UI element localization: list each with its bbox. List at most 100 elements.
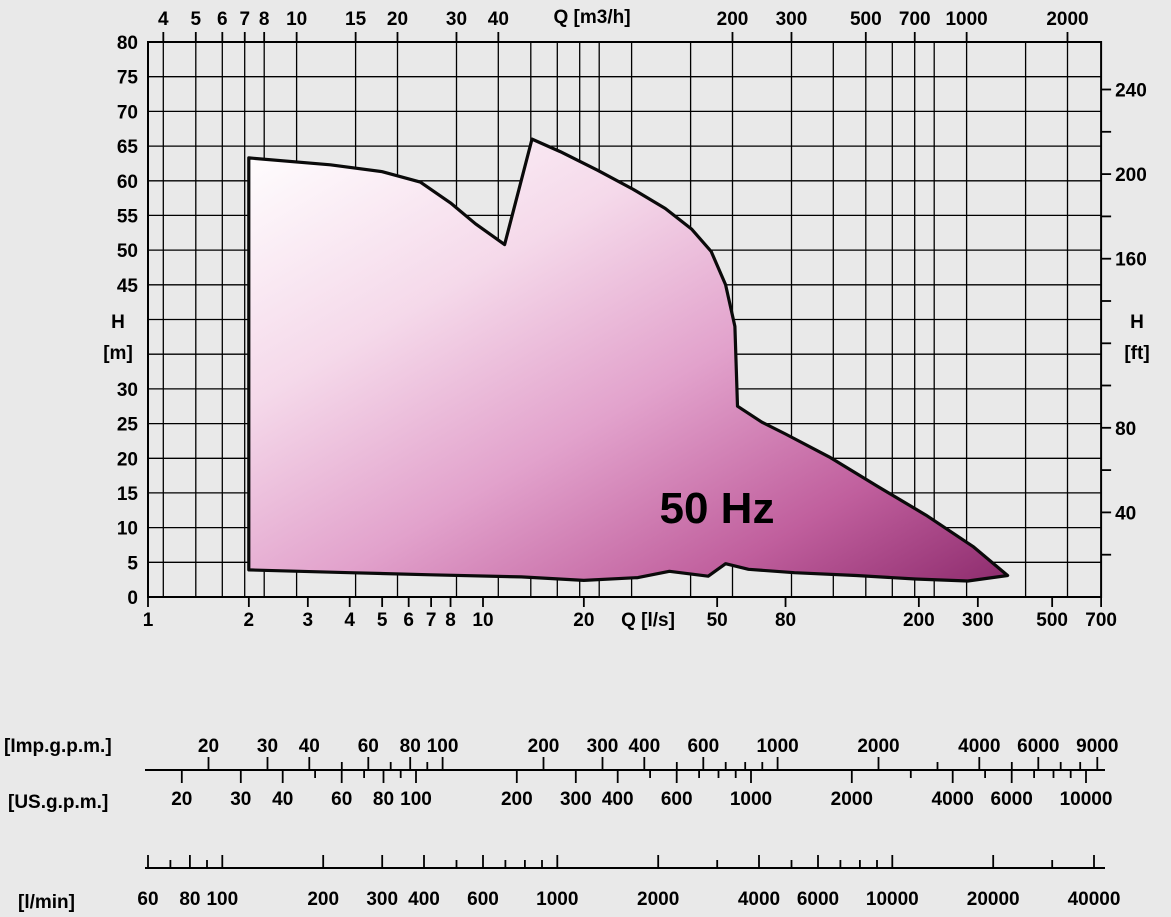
imp-gpm-tick-label: 300 [587, 736, 619, 757]
l-min-tick-label: 2000 [637, 889, 679, 910]
right-axis-tick-label: 240 [1115, 81, 1147, 102]
us-gpm-tick-label: 10000 [1060, 789, 1113, 810]
left-axis-tick-label: 15 [117, 484, 139, 505]
left-axis-tick-label: 80 [117, 33, 138, 54]
bottom-axis-tick-label: 50 [707, 610, 728, 631]
top-axis-tick-label: 15 [345, 9, 367, 30]
left-axis-tick-label: 25 [117, 415, 139, 436]
us-gpm-tick-label: 200 [501, 789, 533, 810]
us-gpm-tick-label: 100 [400, 789, 432, 810]
bottom-axis-tick-label: 5 [377, 610, 388, 631]
l-min-tick-label: 80 [179, 889, 200, 910]
operating-envelope-area [247, 137, 1010, 583]
envelope-layer [247, 137, 1010, 583]
left-axis-tick-label: 70 [117, 102, 138, 123]
imp-gpm-tick-label: 30 [257, 736, 278, 757]
top-axis-tick-label: 30 [446, 9, 467, 30]
left-axis-tick-label: 75 [117, 68, 139, 89]
l-min-tick-label: 20000 [967, 889, 1020, 910]
bottom-axis-tick-label: 80 [775, 610, 796, 631]
us-gpm-tick-label: 80 [373, 789, 394, 810]
l-min-tick-label: 600 [467, 889, 499, 910]
bottom-axis-tick-label: 200 [903, 610, 935, 631]
bottom-axis-tick-label: 2 [244, 610, 255, 631]
top-axis-tick-label: 20 [387, 9, 408, 30]
l-min-tick-label: 300 [366, 889, 398, 910]
imp-gpm-tick-label: 400 [628, 736, 660, 757]
bottom-axis-tick-label: 4 [344, 610, 355, 631]
top-axis-tick-label: 700 [899, 9, 931, 30]
l-min-tick-label: 200 [307, 889, 339, 910]
l-min-tick-label: 6000 [797, 889, 839, 910]
bottom-axis-tick-label: 1 [143, 610, 154, 631]
imp-gpm-tick-label: 4000 [958, 736, 1000, 757]
left-axis-title-symbol: H [111, 312, 125, 333]
l-min-tick-label: 100 [206, 889, 238, 910]
imp-gpm-unit-label: [Imp.g.p.m.] [4, 736, 112, 757]
l-min-tick-label: 4000 [738, 889, 780, 910]
imp-gpm-tick-label: 200 [528, 736, 560, 757]
right-axis-title-symbol: H [1130, 312, 1144, 333]
frequency-label: 50 Hz [660, 484, 775, 533]
l-min-tick-label: 60 [137, 889, 158, 910]
imp-gpm-tick-label: 60 [358, 736, 379, 757]
bottom-axis-tick-label: 20 [573, 610, 594, 631]
right-axis-tick-label: 160 [1115, 250, 1147, 271]
us-gpm-tick-label: 60 [331, 789, 352, 810]
imp-gpm-tick-label: 9000 [1076, 736, 1118, 757]
left-axis-tick-label: 50 [117, 241, 138, 262]
top-axis-tick-label: 300 [776, 9, 808, 30]
imp-gpm-tick-label: 600 [687, 736, 719, 757]
l-min-tick-label: 40000 [1068, 889, 1121, 910]
top-axis-title: Q [m3/h] [553, 7, 630, 28]
us-gpm-tick-label: 6000 [991, 789, 1033, 810]
us-gpm-unit-label: [US.g.p.m.] [8, 792, 108, 813]
right-axis-title-unit: [ft] [1124, 343, 1149, 364]
plot-border [147, 41, 1103, 598]
left-axis-tick-label: 10 [117, 519, 138, 540]
top-axis-tick-label: 7 [239, 9, 250, 30]
us-gpm-tick-label: 20 [171, 789, 192, 810]
top-axis-tick-label: 40 [488, 9, 509, 30]
bottom-axis-tick-label: 700 [1085, 610, 1117, 631]
imp-gpm-tick-label: 1000 [756, 736, 798, 757]
bottom-axis-tick-label: 300 [962, 610, 994, 631]
top-axis-tick-label: 5 [191, 9, 202, 30]
left-axis-title-unit: [m] [103, 343, 133, 364]
us-gpm-tick-label: 30 [230, 789, 251, 810]
us-gpm-tick-label: 400 [602, 789, 634, 810]
imp-gpm-tick-label: 40 [299, 736, 320, 757]
top-axis-tick-label: 4 [158, 9, 169, 30]
left-axis-tick-label: 65 [117, 137, 139, 158]
left-axis-tick-label: 20 [117, 449, 138, 470]
left-axis-tick-label: 0 [127, 588, 138, 609]
l-min-unit-label: [l/min] [18, 892, 75, 913]
bottom-axis-tick-label: 7 [426, 610, 437, 631]
bottom-axis-tick-label: 8 [445, 610, 456, 631]
right-axis-tick-label: 40 [1115, 503, 1136, 524]
us-gpm-tick-label: 600 [661, 789, 693, 810]
imp-gpm-tick-label: 80 [400, 736, 421, 757]
left-axis-tick-label: 5 [127, 553, 138, 574]
top-axis-tick-label: 500 [850, 9, 882, 30]
us-gpm-tick-label: 4000 [932, 789, 974, 810]
right-axis-tick-label: 200 [1115, 165, 1147, 186]
right-axis-tick-label: 80 [1115, 419, 1136, 440]
bottom-axis-tick-label: 3 [303, 610, 314, 631]
bottom-axis-title: Q [l/s] [621, 610, 675, 631]
imp-gpm-tick-label: 6000 [1017, 736, 1059, 757]
left-axis-tick-label: 60 [117, 172, 138, 193]
left-axis-tick-label: 55 [117, 206, 139, 227]
left-axis-tick-label: 45 [117, 276, 139, 297]
l-min-tick-label: 400 [408, 889, 440, 910]
l-min-tick-label: 10000 [866, 889, 919, 910]
top-axis-tick-label: 10 [286, 9, 307, 30]
unit-conversion-rulers: 20 30 40 60 80 100 200 300 400 600 1000 2000 4000 600… [137, 736, 1120, 910]
imp-gpm-tick-label: 100 [427, 736, 459, 757]
left-axis-tick-label: 30 [117, 380, 138, 401]
bottom-axis-tick-label: 500 [1036, 610, 1068, 631]
imp-gpm-tick-label: 20 [198, 736, 219, 757]
top-axis-tick-label: 6 [217, 9, 228, 30]
top-axis-tick-label: 8 [259, 9, 270, 30]
